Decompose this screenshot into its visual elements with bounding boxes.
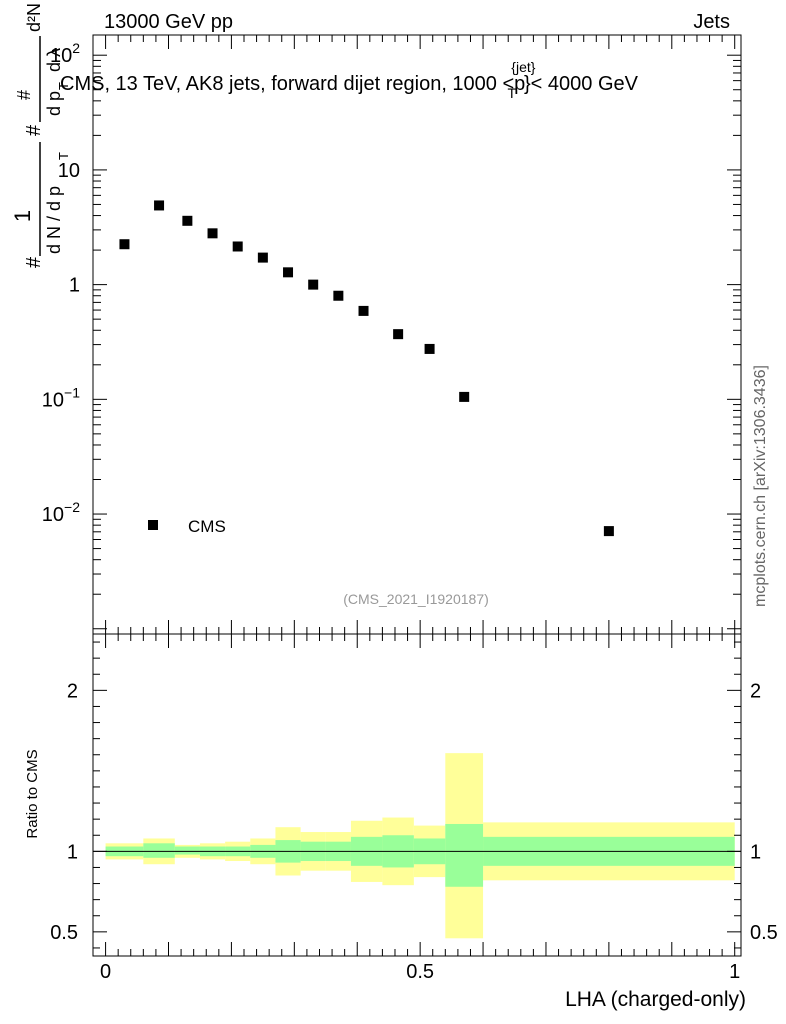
plot-title-end: }< 4000 GeV [524,73,639,95]
data-point-6 [283,267,294,278]
plot-title: CMS, 13 TeV, AK8 jets, forward dijet reg… [60,59,639,101]
data-point-0 [119,239,130,250]
data-point-10 [393,329,404,340]
inner-band-1 [143,843,175,858]
ratio-plot-frame [92,633,742,957]
data-point-7 [308,279,319,290]
data-point-3 [207,228,218,239]
ylabel-one: 1 [10,210,35,222]
plot-title-sup: {jet} [511,59,535,75]
ratio-y-tick-label-left-0: 0.5 [50,922,78,944]
main-plot-frame [92,34,742,635]
analysis-tag: (CMS_2021_I1920187) [343,591,489,607]
ratio-y-tick-label-right-2: 2 [750,680,761,702]
data-point-4 [232,241,243,252]
data-point-11 [424,343,435,354]
ylabel-dl: d λ [44,48,64,72]
inner-band-12 [445,823,484,887]
ylabel-dn: d N / d p [44,186,64,254]
main-y-tick-label-2: 1 [69,275,80,297]
data-point-5 [257,252,268,263]
data-point-12 [459,391,470,402]
ratio-y-tick-label-right-1: 1 [750,841,761,863]
ylabel-t-1: T [56,152,71,160]
inner-band-2 [174,846,200,855]
axis-tick-labels: 10−2 10−1 1 10 102 0 0.5 1 0.5 0.5 1 1 2 2 [42,40,778,983]
ratio-y-tick-label-left-2: 2 [67,680,78,702]
ylabel-hash-1: # [23,256,45,268]
cms-data-points [119,200,614,537]
header-right: Jets [693,11,730,33]
ratio-y-tick-label-right-0: 0.5 [750,922,778,944]
main-y-axis-label: # 1 d N / d p T # # d p T d λ d²N [10,3,71,268]
watermark: mcplots.cern.ch [arXiv:1306.3436] [752,365,769,607]
data-point-1 [154,200,165,211]
x-axis-label: LHA (charged-only) [565,988,746,1011]
axis-ticks [93,35,741,956]
ylabel-dpt: d p [44,91,64,116]
main-y-tick-label-0: 10−2 [42,499,80,526]
plot-title-main: CMS, 13 TeV, AK8 jets, forward dijet reg… [60,73,525,95]
data-point-2 [182,215,193,226]
header-left: 13000 GeV pp [104,11,233,33]
ylabel-t-2: T [56,82,71,90]
main-y-tick-label-3: 10 [58,160,80,182]
data-point-13 [603,526,614,537]
x-tick-label-1: 0.5 [406,961,434,983]
ylabel-d2n: d²N [24,3,44,32]
x-tick-label-2: 1 [729,961,740,983]
data-point-9 [358,305,369,316]
ratio-y-tick-label-left-1: 1 [67,841,78,863]
ylabel-hash-2: # [23,124,45,136]
main-y-tick-label-4: 102 [50,40,80,67]
ylabel-hash-3: # [14,90,34,100]
plot-title-sub: T [507,85,516,101]
ratio-uncertainty-bands [105,753,735,939]
ratio-y-axis-label: Ratio to CMS [24,749,41,838]
x-tick-label-0: 0 [100,961,111,983]
legend-label-cms: CMS [188,517,226,536]
main-y-tick-label-1: 10−1 [42,384,80,411]
data-point-8 [333,290,344,301]
legend-marker-cms [148,520,158,530]
